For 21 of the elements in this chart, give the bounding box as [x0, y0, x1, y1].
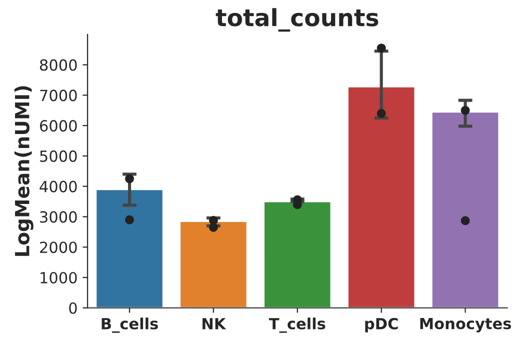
x-tick-label: Monocytes	[420, 318, 511, 332]
x-tick-label: pDC	[365, 318, 398, 332]
x-tick-label: T_cells	[268, 318, 326, 333]
y-tick-label: 3000	[40, 211, 77, 223]
bar	[179, 220, 248, 308]
bar	[347, 86, 416, 308]
y-tick-label: 4000	[40, 180, 77, 192]
y-tick-label: 8000	[40, 59, 77, 71]
chart-title: total_counts	[216, 8, 378, 32]
y-tick-label: 1000	[40, 272, 77, 284]
y-tick-label: 7000	[40, 90, 77, 102]
y-tick-label: 6000	[40, 120, 77, 132]
bar	[431, 111, 500, 308]
x-tick-label: B_cells	[102, 318, 158, 333]
y-axis-title: LogMean(nUMI)	[14, 86, 34, 256]
x-tick-label: NK	[202, 318, 226, 330]
bar	[95, 188, 164, 308]
y-tick-label: 0	[69, 302, 77, 314]
y-tick-label: 5000	[40, 150, 77, 162]
bar	[263, 200, 332, 308]
y-tick-label: 2000	[40, 242, 77, 254]
